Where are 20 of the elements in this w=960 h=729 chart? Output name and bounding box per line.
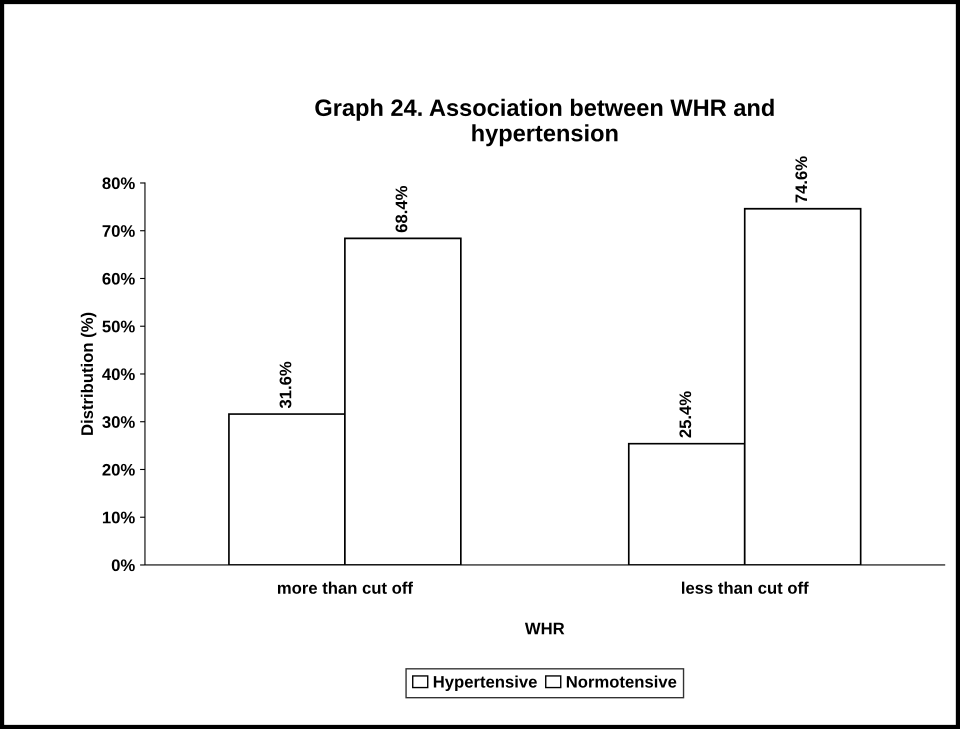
x-tick-label: less than cut off: [682, 582, 809, 594]
y-tick-label: 50%: [102, 320, 135, 332]
y-tick-label: 10%: [102, 512, 135, 524]
legend-label: Normotensive: [566, 675, 676, 688]
x-axis-title: WHR: [524, 622, 564, 634]
x-tick-label: more than cut off: [278, 582, 413, 594]
y-tick-label: 20%: [102, 464, 135, 476]
data-label: 68.4%: [396, 186, 408, 232]
y-tick-label: 60%: [102, 272, 135, 285]
y-tick-label: 0%: [112, 559, 135, 572]
data-label: 25.4%: [679, 391, 692, 438]
y-tick-label: 80%: [102, 177, 135, 190]
legend-label: Hypertensive: [434, 675, 537, 692]
y-tick-label: 40%: [102, 368, 135, 380]
y-tick-label: 70%: [102, 225, 135, 237]
data-label: 74.6%: [795, 156, 808, 202]
data-label: 31.6%: [280, 362, 292, 408]
y-tick-label: 30%: [102, 416, 135, 428]
chart-title: Graph 24. Association between WHR and hypertension: [315, 98, 774, 146]
y-axis-title: Distribution (%): [80, 312, 96, 435]
